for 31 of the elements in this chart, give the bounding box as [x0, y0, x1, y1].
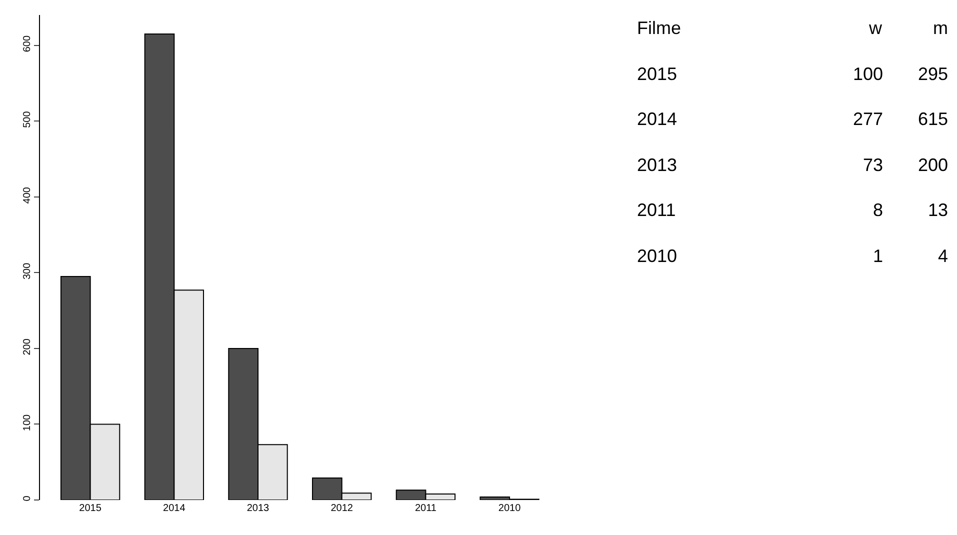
text: m — [933, 18, 948, 38]
x-tick-label: 2015 — [79, 503, 102, 514]
y-tick-label: 100 — [22, 414, 33, 432]
text: 615 — [918, 109, 948, 129]
y-tick-label: 0 — [22, 495, 33, 502]
y-tick-label: 600 — [22, 35, 33, 52]
text: 2015 — [637, 64, 678, 84]
text: 4 — [938, 246, 948, 266]
text: 13 — [928, 200, 948, 220]
x-tick-label: 2011 — [414, 503, 437, 514]
text: w — [868, 18, 883, 38]
y-tick-label: 500 — [22, 110, 33, 128]
text: 2014 — [637, 109, 678, 129]
text: 2010 — [637, 246, 678, 266]
x-tick-label: 2013 — [246, 503, 270, 514]
y-tick-label: 400 — [22, 186, 33, 204]
x-tick-label: 2010 — [498, 503, 522, 514]
text: 8 — [873, 200, 884, 220]
y-tick-label: 300 — [22, 262, 33, 280]
text: 73 — [863, 155, 884, 175]
text: 277 — [853, 109, 884, 129]
text: 2013 — [637, 155, 678, 175]
text: 1 — [873, 246, 884, 266]
y-tick-label: 200 — [22, 338, 33, 356]
text: 295 — [918, 64, 948, 84]
text: 200 — [918, 155, 948, 175]
text: Filme — [637, 18, 681, 38]
text: 2011 — [637, 200, 676, 220]
text: 100 — [853, 64, 884, 84]
x-tick-label: 2012 — [330, 503, 354, 514]
x-tick-label: 2014 — [163, 503, 186, 514]
